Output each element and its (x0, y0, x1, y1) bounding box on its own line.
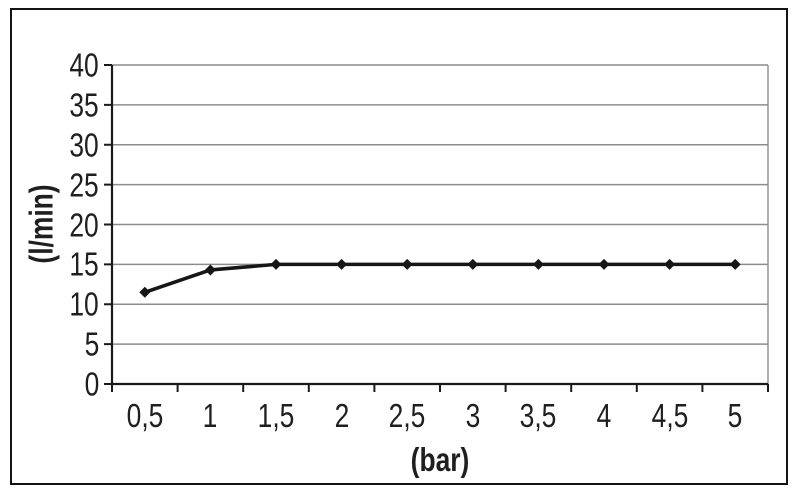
y-axis-title: (l/min) (22, 184, 60, 264)
x-tick-label: 2,5 (388, 397, 426, 434)
x-tick-label: 4 (596, 397, 612, 434)
y-tick-label: 0 (84, 365, 99, 403)
y-tick-label: 5 (84, 325, 99, 363)
x-tick-label: 5 (727, 397, 743, 434)
x-tick-label: 4,5 (651, 397, 688, 434)
y-tick-label: 15 (69, 245, 99, 283)
x-axis-title: (bar) (410, 441, 470, 478)
y-tick-label: 30 (69, 126, 99, 164)
x-tick-label: 0,5 (126, 397, 164, 434)
x-tick-label: 2 (334, 397, 349, 434)
y-tick-label: 40 (69, 46, 99, 84)
y-tick-label: 35 (69, 86, 99, 124)
y-tick-label: 25 (69, 166, 99, 204)
x-tick-label: 3,5 (520, 397, 557, 434)
x-tick-label: 3 (465, 397, 481, 434)
y-tick-label: 20 (69, 206, 99, 243)
y-tick-label: 10 (69, 285, 99, 323)
chart-frame (10, 8, 788, 485)
x-tick-label: 1 (203, 397, 218, 434)
x-tick-label: 1,5 (257, 397, 295, 434)
